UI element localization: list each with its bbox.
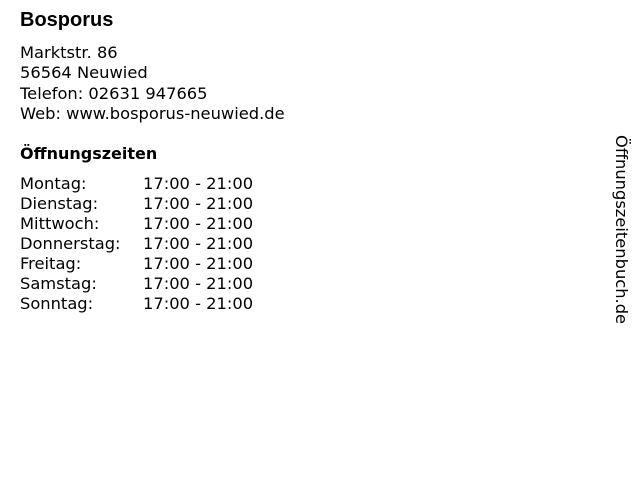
hours-row: Dienstag: 17:00 - 21:00 (20, 194, 253, 214)
city: 56564 Neuwied (20, 63, 148, 83)
day: Montag: (20, 174, 87, 193)
day: Sonntag: (20, 294, 94, 313)
hours-row: Freitag: 17:00 - 21:00 (20, 254, 253, 274)
time: 17:00 - 21:00 (143, 274, 254, 293)
website: Web: www.bosporus-neuwied.de (20, 103, 285, 123)
time: 17:00 - 21:00 (143, 294, 254, 313)
street: Marktstr. 86 (20, 43, 118, 62)
business-name: Bosporus (20, 9, 114, 31)
day: Donnerstag: (20, 234, 121, 253)
address-block: Marktstr. 86 56564 Neuwied Telefon: 0263… (20, 43, 285, 124)
time: 17:00 - 21:00 (143, 174, 254, 193)
watermark-text: Öffnungszeitenbuch.de (612, 135, 631, 325)
hours-row: Montag: 17:00 - 21:00 (20, 174, 253, 194)
time: 17:00 - 21:00 (143, 194, 254, 213)
time: 17:00 - 21:00 (143, 234, 254, 253)
hours-row: Sonntag: 17:00 - 21:00 (20, 294, 253, 314)
phone: Telefon: 02631 947665 (20, 83, 208, 103)
day: Freitag: (20, 254, 82, 273)
hours-table: Montag: 17:00 - 21:00 Dienstag: 17:00 - 21… (20, 174, 253, 314)
day: Dienstag: (20, 194, 99, 213)
day: Mittwoch: (20, 214, 100, 233)
hours-row: Samstag: 17:00 - 21:00 (20, 274, 253, 294)
hours-row: Mittwoch: 17:00 - 21:00 (20, 214, 253, 234)
time: 17:00 - 21:00 (143, 214, 254, 233)
day: Samstag: (20, 274, 97, 293)
time: 17:00 - 21:00 (143, 254, 254, 273)
hours-heading: Öffnungszeiten (20, 144, 158, 163)
hours-row: Donnerstag: 17:00 - 21:00 (20, 234, 253, 254)
